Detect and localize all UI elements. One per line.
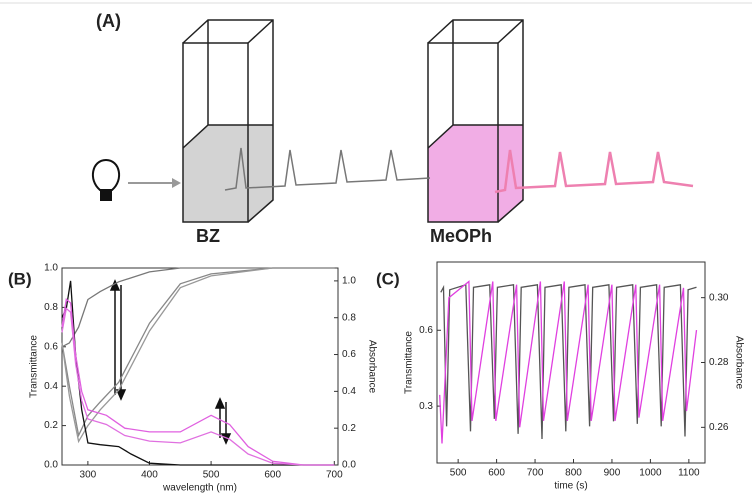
y-tick-label: 0.4 bbox=[44, 381, 58, 392]
series-line bbox=[61, 267, 335, 438]
x-tick-label: 900 bbox=[604, 468, 621, 479]
y-tick-label: 0.8 bbox=[44, 302, 58, 313]
series-line bbox=[439, 280, 698, 444]
series-line bbox=[440, 283, 697, 440]
spike-trace bbox=[224, 147, 431, 191]
y-tick-label: 0.2 bbox=[44, 420, 58, 431]
y2-axis-title: Absorbance bbox=[733, 336, 744, 390]
series-line bbox=[61, 267, 335, 444]
y-tick-label: 0.0 bbox=[44, 460, 58, 471]
x-tick-label: 800 bbox=[565, 468, 582, 479]
y2-tick-label: 0.8 bbox=[342, 312, 356, 323]
x-tick-label: 1100 bbox=[678, 468, 700, 479]
x-tick-label: 700 bbox=[326, 470, 343, 481]
y2-tick-label: 0.2 bbox=[342, 423, 356, 434]
y-tick-label: 0.6 bbox=[419, 325, 433, 336]
cuvette-label: BZ bbox=[196, 226, 220, 246]
y2-tick-label: 0.6 bbox=[342, 349, 356, 360]
x-axis-title: wavelength (nm) bbox=[162, 483, 237, 493]
x-tick-label: 500 bbox=[203, 470, 220, 481]
cuvette bbox=[427, 19, 524, 223]
y2-tick-label: 0.28 bbox=[709, 357, 729, 368]
y2-tick-label: 0.0 bbox=[342, 460, 356, 471]
panel-label: (A) bbox=[96, 11, 121, 31]
x-tick-label: 300 bbox=[80, 470, 97, 481]
plot-frame bbox=[436, 261, 706, 464]
y2-tick-label: 0.26 bbox=[709, 422, 729, 433]
panel-label: (C) bbox=[376, 269, 400, 288]
x-tick-label: 1000 bbox=[639, 468, 662, 479]
y2-axis-title: Absorbance bbox=[366, 340, 377, 394]
cuvette bbox=[182, 19, 274, 223]
y-axis-title: Transmittance bbox=[404, 331, 415, 394]
x-axis-title: time (s) bbox=[554, 481, 587, 492]
x-tick-label: 600 bbox=[488, 468, 505, 479]
series-line bbox=[61, 280, 335, 466]
series-line bbox=[61, 298, 335, 466]
y-tick-label: 0.3 bbox=[419, 401, 433, 412]
y-tick-label: 0.6 bbox=[44, 341, 58, 352]
x-tick-label: 500 bbox=[450, 468, 467, 479]
series-line bbox=[61, 307, 335, 466]
y2-tick-label: 1.0 bbox=[342, 276, 356, 287]
bulb bbox=[91, 158, 121, 201]
spike-trace bbox=[494, 149, 694, 194]
y-tick-label: 1.0 bbox=[44, 263, 58, 274]
x-tick-label: 700 bbox=[527, 468, 544, 479]
series-line bbox=[61, 267, 335, 348]
y2-tick-label: 0.30 bbox=[709, 292, 729, 303]
x-tick-label: 400 bbox=[141, 470, 158, 481]
x-tick-label: 600 bbox=[264, 470, 281, 481]
arrow bbox=[128, 178, 181, 188]
y2-tick-label: 0.4 bbox=[342, 386, 356, 397]
panel-label: (B) bbox=[8, 269, 32, 288]
cuvette-label: MeOPh bbox=[430, 226, 492, 246]
y-axis-title: Transmittance bbox=[29, 335, 40, 398]
